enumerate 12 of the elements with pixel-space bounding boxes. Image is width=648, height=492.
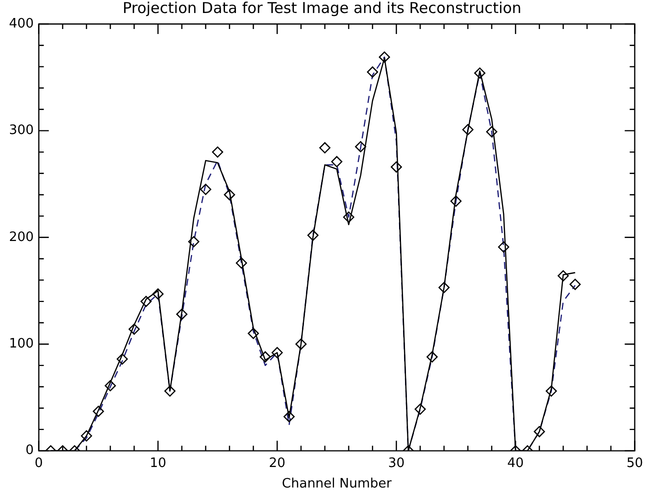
x-tick-label: 10: [150, 456, 166, 471]
x-tick-label: 20: [268, 456, 286, 471]
y-tick-label: 300: [8, 123, 34, 138]
x-tick-label: 40: [507, 456, 524, 471]
chart-title: Projection Data for Test Image and its Reconstruction: [122, 0, 522, 17]
x-tick-label: 50: [626, 456, 643, 471]
y-tick-label: 400: [8, 16, 34, 32]
y-tick-label: 0: [26, 443, 34, 458]
y-tick-label: 100: [8, 336, 34, 352]
y-tick-label: 200: [8, 230, 34, 245]
x-tick-label: 30: [388, 456, 405, 471]
x-axis-title: Channel Number: [282, 476, 392, 492]
